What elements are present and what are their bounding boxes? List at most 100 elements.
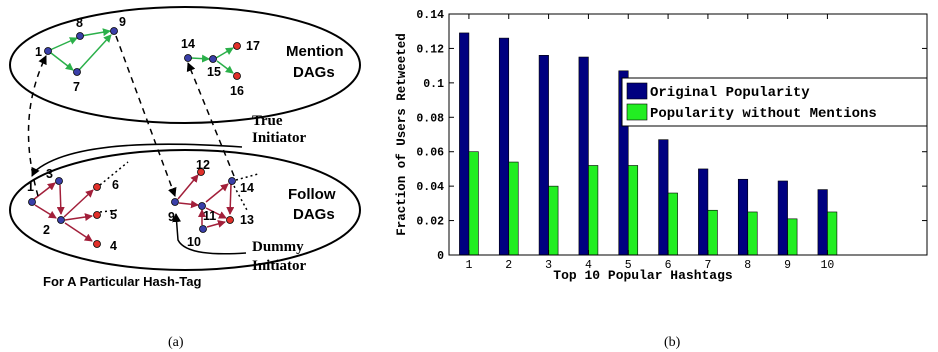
bar-s1-9: [777, 180, 788, 256]
link-9m-9f: [115, 35, 177, 197]
chart-legend: Original Popularity Popularity without Me…: [621, 77, 928, 127]
y-tick-label: 0.04: [416, 181, 444, 194]
x-tick-label: 3: [545, 259, 552, 272]
y-axis-ticks: 0 0.02 0.04 0.06 0.08 0.1 0.12 0.14: [416, 9, 927, 263]
label-node-14m: 14: [181, 37, 195, 51]
link-1f-1m: [27, 55, 47, 197]
y-tick-label: 0.14: [416, 9, 444, 22]
edge-10-13: [206, 220, 226, 228]
dummy-initiator-label-line2: Initiator: [252, 258, 307, 274]
x-tick-label: 9: [784, 259, 791, 272]
node-8: [76, 32, 84, 40]
label-node-12: 12: [196, 158, 210, 172]
label-node-2: 2: [43, 223, 50, 237]
legend-box: [621, 77, 928, 127]
bar-s1-4: [578, 56, 589, 256]
bar-s2-10: [827, 211, 838, 256]
node-9m: [110, 27, 118, 35]
node-1f: [28, 198, 36, 206]
x-tick-label: 4: [585, 259, 592, 272]
edge-1-8: [49, 37, 78, 51]
mention-dags-label-line2: DAGs: [293, 64, 335, 81]
label-node-8: 8: [76, 16, 83, 30]
bar-s2-2: [508, 161, 519, 256]
label-node-9m: 9: [119, 15, 126, 29]
bar-s1-3: [538, 55, 549, 256]
edge-1-3: [32, 182, 56, 201]
x-tick-label: 10: [821, 259, 835, 272]
edge-15-16: [216, 60, 234, 74]
mention-edges: [49, 28, 234, 74]
label-node-6: 6: [112, 178, 119, 192]
bar-s1-10: [817, 189, 828, 256]
x-tick-label: 7: [704, 259, 711, 272]
edge-2-6: [63, 189, 94, 218]
edge-1-2: [34, 204, 57, 219]
plot-area-frame: [448, 13, 928, 256]
node-12: [197, 168, 205, 176]
legend-label-2: Popularity without Mentions: [650, 106, 877, 122]
x-tick-label: 1: [465, 259, 472, 272]
node-5: [93, 211, 101, 219]
edge-2-5: [64, 213, 93, 221]
node-15: [209, 55, 217, 63]
panel-b-chart: 0 0.02 0.04 0.06 0.08 0.1 0.12 0.14 1 2 3 4 5 6 7 8 9 10…: [395, 9, 928, 350]
bar-s2-8: [747, 211, 758, 256]
node-17: [233, 42, 241, 50]
edge-11-14: [205, 183, 229, 203]
edge-9-11: [178, 200, 199, 209]
follow-edges: [32, 174, 235, 242]
edge-15-17: [215, 47, 234, 59]
x-axis-ticks: 1 2 3 4 5 6 7 8 9 10: [465, 14, 834, 272]
bar-s1-1: [459, 32, 470, 256]
bar-s2-6: [667, 192, 678, 256]
y-tick-label: 0.02: [416, 216, 444, 229]
y-axis-label: Fraction of Users Retweeted: [395, 33, 409, 236]
follow-dags-label-line2: DAGs: [293, 206, 335, 223]
label-node-16: 16: [230, 84, 244, 98]
panel-a-footer: For A Particular Hash-Tag: [43, 274, 201, 289]
follow-dags-label-line1: Follow: [288, 186, 336, 203]
true-initiator-label-line2: Initiator: [252, 130, 307, 146]
y-tick-label: 0.1: [423, 78, 444, 91]
follow-nodes: [28, 168, 236, 248]
label-node-11: 11: [203, 209, 216, 223]
edge-11-13: [205, 207, 227, 219]
label-node-5: 5: [110, 208, 117, 222]
node-16: [233, 72, 241, 80]
label-node-10: 10: [187, 235, 201, 249]
node-14m: [184, 54, 192, 62]
label-node-14f: 14: [240, 181, 254, 195]
true-initiator-arrow: [31, 143, 243, 177]
panel-a-caption: (a): [168, 335, 184, 350]
bar-s1-8: [737, 178, 749, 256]
bar-s1-7: [698, 168, 709, 256]
node-1m: [44, 47, 52, 55]
label-node-4: 4: [110, 239, 117, 253]
label-node-7: 7: [73, 80, 80, 94]
label-node-3: 3: [46, 167, 53, 181]
dummy-initiator-label-line1: Dummy: [252, 239, 304, 255]
node-9f: [171, 198, 179, 206]
node-10: [199, 225, 207, 233]
label-node-15: 15: [207, 65, 221, 79]
bar-s2-9: [787, 218, 798, 256]
y-tick-label: 0.06: [416, 147, 444, 160]
y-tick-label: 0.12: [416, 43, 444, 56]
y-tick-label: 0.08: [416, 112, 444, 125]
node-7: [73, 68, 81, 76]
panel-b-caption: (b): [664, 335, 681, 350]
x-tick-label: 8: [744, 259, 751, 272]
node-6: [93, 183, 101, 191]
edge-8-9: [80, 28, 111, 37]
label-node-17: 17: [246, 39, 260, 53]
edge-14-15: [190, 54, 210, 63]
node-4: [93, 240, 101, 248]
node-3: [55, 177, 63, 185]
chart-bars: [459, 32, 838, 256]
edge-1-7: [50, 52, 74, 71]
x-tick-label: 2: [505, 259, 512, 272]
label-node-9f: 9: [168, 210, 175, 224]
label-node-13: 13: [240, 213, 254, 227]
x-axis-label: Top 10 Popular Hashtags: [553, 268, 733, 283]
